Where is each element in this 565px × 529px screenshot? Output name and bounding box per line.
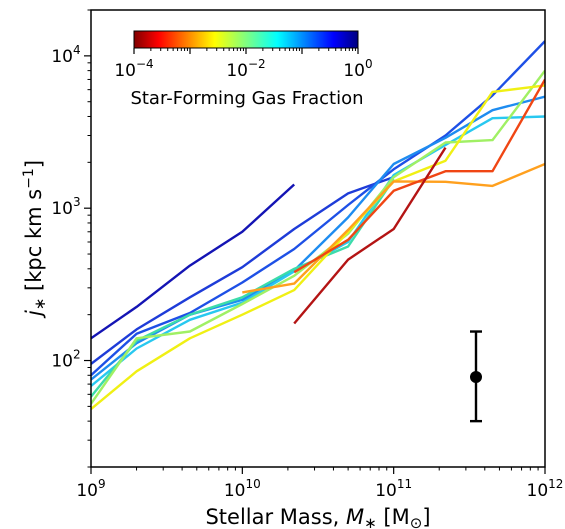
colorbar-tick-label: 10−4	[114, 57, 153, 81]
series-line-3	[91, 40, 545, 377]
colorbar-gradient	[133, 30, 359, 49]
series-line-2	[91, 175, 395, 365]
series-layer	[91, 40, 545, 411]
y-tick-label: 102	[51, 348, 80, 372]
y-axis-ticks: 102 103 104	[51, 9, 91, 468]
colorbar-ticks: 10−4 10−2 100	[114, 48, 373, 81]
y-axis-label: j∗ [kpc km s−1]	[21, 160, 49, 319]
series-line-1	[91, 183, 296, 340]
series-line-9	[242, 162, 545, 294]
x-tick-label: 109	[76, 477, 105, 501]
colorbar-title: Star-Forming Gas Fraction	[130, 88, 363, 109]
series-line-6	[91, 178, 395, 398]
series-line-11	[293, 146, 447, 325]
y-tick-label: 104	[51, 43, 80, 67]
plot-area	[91, 10, 545, 467]
colorbar-tick-label: 100	[343, 57, 372, 81]
x-tick-label: 1011	[375, 477, 412, 501]
series-line-10	[293, 78, 545, 274]
x-axis-label: Stellar Mass, M∗ [M⊙]	[205, 505, 430, 529]
x-axis-ticks: 109 1010 1011 1012	[76, 467, 563, 501]
y-tick-label: 103	[51, 195, 80, 219]
plot-frame	[90, 9, 546, 468]
x-tick-label: 1012	[527, 477, 564, 501]
colorbar-tick-label: 10−2	[226, 57, 265, 81]
error-bar	[470, 330, 483, 423]
series-line-8	[91, 84, 545, 411]
x-tick-label: 1010	[224, 477, 261, 501]
error-bar-point	[470, 370, 483, 383]
colorbar: 10−4 10−2 100 Star-Forming Gas Fraction	[114, 30, 373, 109]
